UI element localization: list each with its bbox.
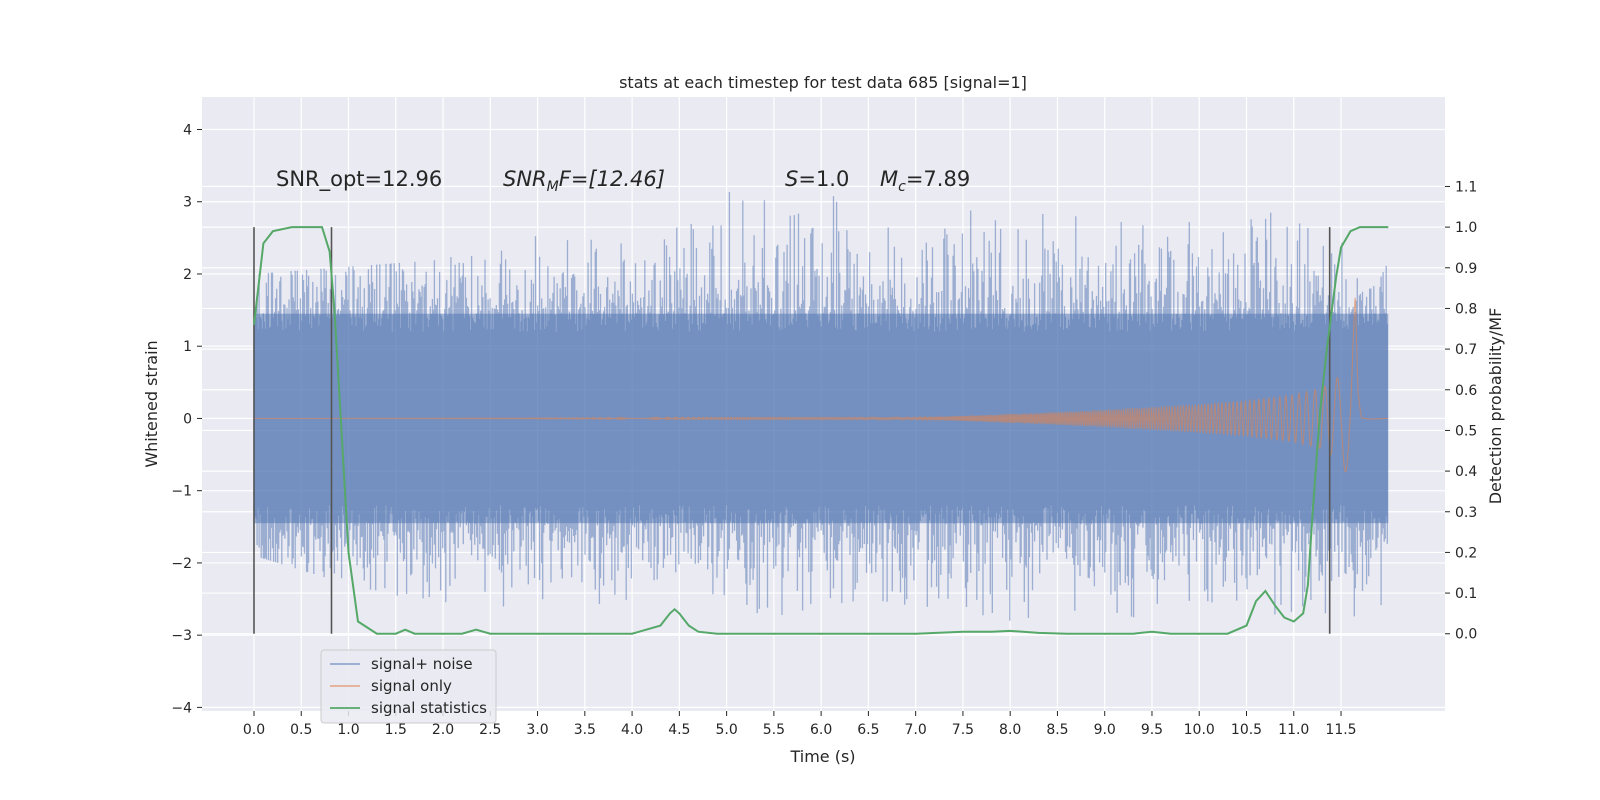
y2-tick-label: 1.1 — [1455, 179, 1477, 195]
mc-value: =7.89 — [906, 167, 970, 191]
annotation-snr-opt: SNR_opt=12.96 — [276, 167, 442, 192]
y2-axis-ticks: 1.1 1.0 0.9 0.8 0.7 0.6 0.5 0.4 0.3 0.2 0.1 0.0 — [1445, 179, 1477, 643]
signal-statistics-series — [253, 226, 1389, 635]
vertical-markers — [253, 227, 1331, 634]
legend-box — [320, 649, 497, 724]
x-tick-label: 7.0 — [905, 722, 927, 738]
x-tick-label: 10.5 — [1231, 722, 1262, 738]
y2-tick-label: 0.0 — [1455, 627, 1477, 643]
y-tick-label: −1 — [171, 484, 192, 500]
snr-mf-rest: F=[12.46] — [559, 167, 665, 191]
y2-tick-label: 0.2 — [1455, 545, 1477, 561]
y2-tick-label: 0.1 — [1455, 586, 1477, 602]
x-tick-label: 10.0 — [1184, 722, 1215, 738]
x-tick-label: 5.0 — [715, 722, 737, 738]
x-tick-label: 9.0 — [1094, 722, 1116, 738]
x-tick-label: 1.5 — [385, 722, 407, 738]
x-tick-label: 7.5 — [952, 722, 974, 738]
y-tick-label: −3 — [171, 628, 192, 644]
x-tick-label: 3.5 — [574, 722, 596, 738]
y2-tick-label: 0.9 — [1455, 261, 1477, 277]
x-axis-ticks: 0.0 0.5 1.0 1.5 2.0 2.5 3.0 3.5 4.0 4.5 5.0 5.5 6.0 6… — [243, 711, 1357, 738]
y-axis-label: Whitened strain — [142, 340, 161, 467]
y2-tick-label: 0.3 — [1455, 505, 1477, 521]
x-tick-label: 0.0 — [243, 722, 265, 738]
s-value: =1.0 — [798, 167, 849, 191]
signal-only-line — [253, 297, 1389, 473]
signal-only-series — [253, 297, 1389, 473]
annotation-mc: Mc=7.89 — [880, 167, 970, 195]
chart-title: stats at each timestep for test data 685… — [619, 73, 1027, 92]
y2-tick-label: 0.8 — [1455, 301, 1477, 317]
x-tick-label: 2.0 — [432, 722, 454, 738]
y-tick-label: −2 — [171, 556, 192, 572]
snr-mf-sub: M — [547, 179, 559, 195]
x-tick-label: 4.0 — [621, 722, 643, 738]
y-tick-label: 4 — [183, 123, 192, 139]
y2-tick-label: 0.4 — [1455, 464, 1477, 480]
x-tick-label: 11.0 — [1278, 722, 1309, 738]
y-tick-label: 1 — [183, 339, 192, 355]
legend-label-signal: signal only — [371, 677, 452, 695]
annotation-snr-mf: SNRMF=[12.46] — [503, 167, 665, 195]
x-tick-label: 8.0 — [999, 722, 1021, 738]
x-tick-label: 0.5 — [290, 722, 312, 738]
y-tick-label: 0 — [183, 411, 192, 427]
x-tick-label: 6.0 — [810, 722, 832, 738]
x-tick-label: 5.5 — [763, 722, 785, 738]
signal-statistics-line — [253, 226, 1389, 635]
x-tick-label: 11.5 — [1325, 722, 1356, 738]
y2-tick-label: 1.0 — [1455, 220, 1477, 236]
legend-label-stats: signal statistics — [371, 699, 487, 717]
snr-mf-base: SNR — [503, 167, 547, 191]
x-tick-label: 8.5 — [1046, 722, 1068, 738]
x-tick-label: 4.5 — [668, 722, 690, 738]
y2-axis-label: Detection probability/MF — [1486, 308, 1505, 505]
x-tick-label: 2.5 — [479, 722, 501, 738]
annotation-s: S=1.0 — [785, 167, 849, 191]
y2-tick-label: 0.7 — [1455, 342, 1477, 358]
x-tick-label: 1.0 — [337, 722, 359, 738]
x-axis-label: Time (s) — [789, 747, 855, 766]
x-tick-label: 6.5 — [857, 722, 879, 738]
x-tick-label: 3.0 — [526, 722, 548, 738]
y2-tick-label: 0.6 — [1455, 383, 1477, 399]
legend: signal+ noise signal only signal statist… — [320, 649, 497, 724]
y-axis-ticks: 4 3 2 1 0 −1 −2 −3 −4 — [171, 123, 202, 716]
s-label: S — [785, 167, 798, 191]
mc-sub: c — [898, 179, 906, 195]
x-tick-label: 9.5 — [1141, 722, 1163, 738]
y-tick-label: −4 — [171, 700, 192, 716]
y2-tick-label: 0.5 — [1455, 423, 1477, 439]
legend-label-noise: signal+ noise — [371, 655, 473, 673]
mc-base: M — [880, 167, 898, 191]
y-tick-label: 3 — [183, 195, 192, 211]
y-tick-label: 2 — [183, 267, 192, 283]
